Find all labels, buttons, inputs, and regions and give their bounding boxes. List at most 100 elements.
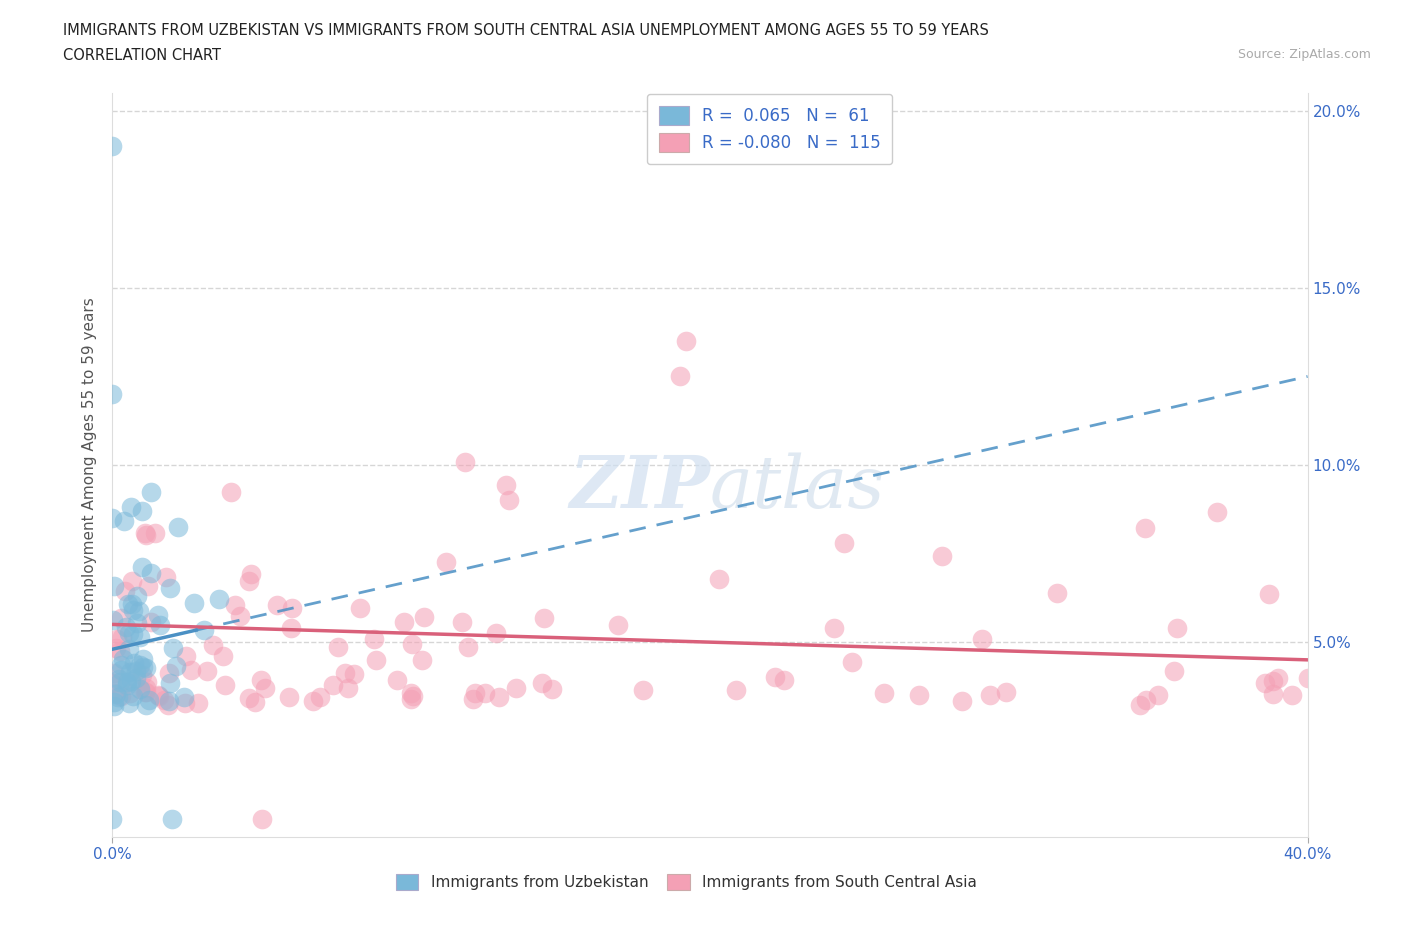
Point [121,673,143,688]
Point [931,549,953,564]
Point [202,637,225,652]
Point [138,692,160,707]
Point [1263,673,1285,688]
Point [101,511,124,525]
Point [1253,675,1275,690]
Point [157,698,180,712]
Point [183,596,205,611]
Point [110,658,132,672]
Point [103,666,125,681]
Point [454,455,477,470]
Point [101,139,124,153]
Point [278,689,301,704]
Point [333,665,356,680]
Point [114,584,136,599]
Point [122,603,145,618]
Point [873,685,896,700]
Point [1267,671,1289,685]
Point [326,640,349,655]
Point [105,640,128,655]
Point [118,641,141,656]
Point [127,589,149,604]
Point [134,684,156,699]
Text: CORRELATION CHART: CORRELATION CHART [63,48,221,63]
Point [1261,686,1284,701]
Point [135,527,157,542]
Point [461,692,484,707]
Point [239,566,262,581]
Point [110,663,132,678]
Point [349,601,371,616]
Point [167,520,190,535]
Point [136,578,159,593]
Point [724,683,747,698]
Point [401,685,423,700]
Point [101,612,124,627]
Point [229,608,252,623]
Point [763,670,786,684]
Point [301,693,323,708]
Point [121,597,143,612]
Point [208,591,231,606]
Point [485,626,508,641]
Point [122,627,145,642]
Point [103,698,125,713]
Point [120,664,142,679]
Point [103,578,125,593]
Text: atlas: atlas [710,452,886,523]
Point [143,526,166,541]
Point [434,554,457,569]
Point [174,648,197,663]
Point [464,685,486,700]
Point [411,652,433,667]
Point [219,485,242,499]
Point [157,694,180,709]
Point [193,622,215,637]
Point [541,682,564,697]
Point [139,565,162,580]
Point [135,660,157,675]
Point [401,637,423,652]
Point [132,651,155,666]
Point [149,618,172,632]
Point [134,525,156,540]
Point [101,675,124,690]
Point [1296,671,1319,685]
Point [128,658,150,672]
Point [162,812,183,827]
Point [159,581,181,596]
Point [131,668,153,683]
Point [146,607,169,622]
Point [111,651,134,666]
Point [214,678,236,693]
Point [101,812,124,827]
Point [402,688,425,703]
Point [121,573,143,588]
Point [125,671,148,685]
Point [322,678,344,693]
Point [115,675,138,690]
Point [166,658,188,673]
Point [148,687,170,702]
Point [505,681,527,696]
Point [103,695,125,710]
Point [110,688,132,703]
Point [606,618,628,632]
Point [162,640,184,655]
Point [531,675,554,690]
Point [823,620,845,635]
Point [187,696,209,711]
Point [498,493,520,508]
Point [1135,692,1157,707]
Point [118,625,141,640]
Point [363,631,385,646]
Point [103,685,125,700]
Point [250,672,273,687]
Point [669,369,692,384]
Point [1133,521,1156,536]
Legend: Immigrants from Uzbekistan, Immigrants from South Central Asia: Immigrants from Uzbekistan, Immigrants f… [389,868,983,897]
Point [131,559,153,574]
Text: ZIP: ZIP [569,452,710,523]
Point [533,610,555,625]
Point [135,684,157,699]
